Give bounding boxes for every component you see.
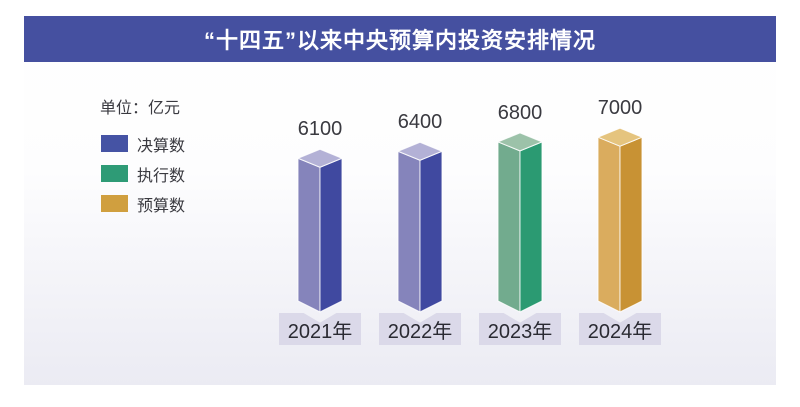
bar-right-face-2022年 — [419, 150, 443, 313]
legend-swatch — [101, 195, 128, 212]
bar-right-face-2023年 — [519, 141, 543, 313]
bar-value-label-2022年: 6400 — [397, 111, 443, 134]
legend-item-label: 执行数 — [137, 167, 186, 185]
legend-item-label: 预算数 — [137, 197, 186, 215]
bar-right-face-2021年 — [319, 157, 343, 313]
legend-item-2: 预算数 — [101, 195, 185, 215]
bar-left-face-2023年 — [497, 141, 521, 313]
bar-top-face-2021年 — [297, 148, 343, 168]
bar-right-face-2024年 — [619, 136, 643, 313]
bar-value-label-2023年: 6800 — [497, 101, 543, 124]
bar-value-label-2021年: 6100 — [297, 118, 343, 141]
bar-top-face-2024年 — [597, 127, 643, 147]
bar-left-face-2024年 — [597, 136, 621, 313]
unit-label: 单位：亿元 — [100, 100, 181, 117]
legend-swatch — [101, 135, 128, 152]
title-bar: “十四五”以来中央预算内投资安排情况 — [24, 16, 776, 62]
chart-title: “十四五”以来中央预算内投资安排情况 — [203, 28, 596, 53]
bar-top-face-2023年 — [497, 132, 543, 152]
bar-top-face-2022年 — [397, 141, 443, 161]
legend-item-label: 决算数 — [137, 137, 186, 155]
legend: 决算数 执行数 预算数 — [101, 135, 185, 225]
category-label-2023年: 2023年 — [479, 313, 561, 345]
legend-swatch — [101, 165, 128, 182]
bar-left-face-2021年 — [297, 157, 321, 313]
bar-value-label-2024年: 7000 — [597, 97, 643, 120]
bar-left-face-2022年 — [397, 150, 421, 313]
legend-item-0: 决算数 — [101, 135, 185, 155]
legend-item-1: 执行数 — [101, 165, 185, 185]
